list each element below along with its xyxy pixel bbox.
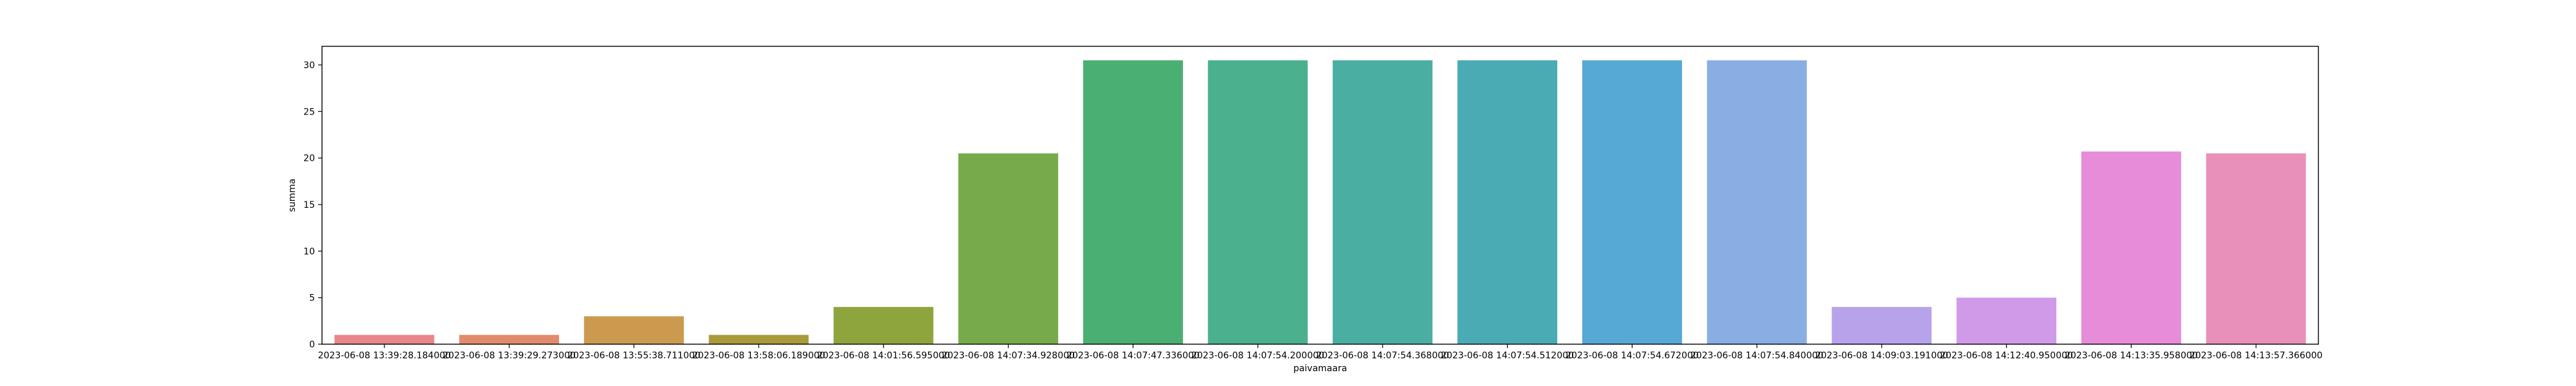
y-tick-label: 15 [303, 200, 315, 210]
bar-2 [459, 335, 560, 344]
x-tick-label: 2023-06-08 14:07:54.672000 [1566, 351, 1699, 361]
x-tick-label: 2023-06-08 14:01:56.595000 [817, 351, 951, 361]
plot-frame [321, 46, 2319, 345]
bars-group [334, 60, 2306, 344]
bar-3 [583, 316, 684, 344]
bar-1 [334, 335, 435, 344]
x-tick-label: 2023-06-08 14:12:40.950000 [1940, 351, 2073, 361]
x-tick-label: 2023-06-08 14:07:54.512000 [1441, 351, 1574, 361]
x-tick-label: 2023-06-08 14:07:54.840000 [1690, 351, 1824, 361]
bar-14 [1956, 297, 2057, 344]
x-tick-label: 2023-06-08 13:39:29.273000 [442, 351, 576, 361]
y-axis-title: summa [287, 178, 298, 212]
y-tick-label: 5 [309, 293, 315, 304]
x-tick-label: 2023-06-08 13:55:38.711000 [567, 351, 701, 361]
x-axis-title: paivamaara [1293, 363, 1347, 374]
x-tick-label: 2023-06-08 14:07:54.200000 [1191, 351, 1325, 361]
x-tick-label: 2023-06-08 14:07:54.368000 [1316, 351, 1450, 361]
x-tick-label: 2023-06-08 13:58:06.189000 [692, 351, 826, 361]
bar-8 [1208, 60, 1308, 344]
y-axis: 0 5 10 15 20 25 30 [303, 60, 322, 350]
x-tick-label: 2023-06-08 14:13:35.958000 [2065, 351, 2198, 361]
x-tick-label: 2023-06-08 14:07:47.336000 [1066, 351, 1200, 361]
bar-9 [1332, 60, 1433, 344]
bar-10 [1457, 60, 1558, 344]
bar-13 [1832, 307, 1932, 344]
bar-16 [2206, 153, 2306, 344]
y-tick-label: 10 [303, 246, 315, 257]
bar-11 [1582, 60, 1682, 344]
bar-12 [1707, 60, 1807, 344]
x-tick-label: 2023-06-08 14:07:34.928000 [942, 351, 1075, 361]
x-tick-label: 2023-06-08 13:39:28.184000 [318, 351, 451, 361]
bar-6 [958, 153, 1059, 344]
bar-4 [708, 335, 809, 344]
y-tick-label: 25 [303, 107, 315, 117]
bar-5 [833, 307, 934, 344]
x-tick-label: 2023-06-08 14:09:03.191000 [1815, 351, 1949, 361]
y-tick-label: 0 [309, 340, 315, 350]
y-tick-label: 30 [303, 60, 315, 71]
x-tick-label: 2023-06-08 14:13:57.366000 [2190, 351, 2323, 361]
bar-15 [2081, 151, 2181, 344]
y-tick-label: 20 [303, 154, 315, 164]
bar-7 [1083, 60, 1183, 344]
